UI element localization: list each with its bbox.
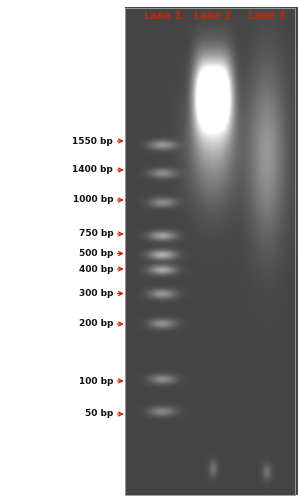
Text: 1550 bp: 1550 bp (72, 136, 113, 145)
Text: 300 bp: 300 bp (79, 289, 113, 298)
Text: 50 bp: 50 bp (85, 410, 113, 418)
Text: 100 bp: 100 bp (79, 376, 113, 386)
Text: 200 bp: 200 bp (79, 320, 113, 328)
Text: 500 bp: 500 bp (79, 249, 113, 258)
Text: Lane 1: Lane 1 (144, 11, 181, 21)
Text: Lane 3: Lane 3 (248, 11, 285, 21)
Text: 1000 bp: 1000 bp (73, 196, 113, 204)
Text: 750 bp: 750 bp (79, 230, 113, 238)
Text: 1400 bp: 1400 bp (72, 166, 113, 174)
Text: 400 bp: 400 bp (79, 264, 113, 274)
Text: Lane 2: Lane 2 (194, 11, 232, 21)
